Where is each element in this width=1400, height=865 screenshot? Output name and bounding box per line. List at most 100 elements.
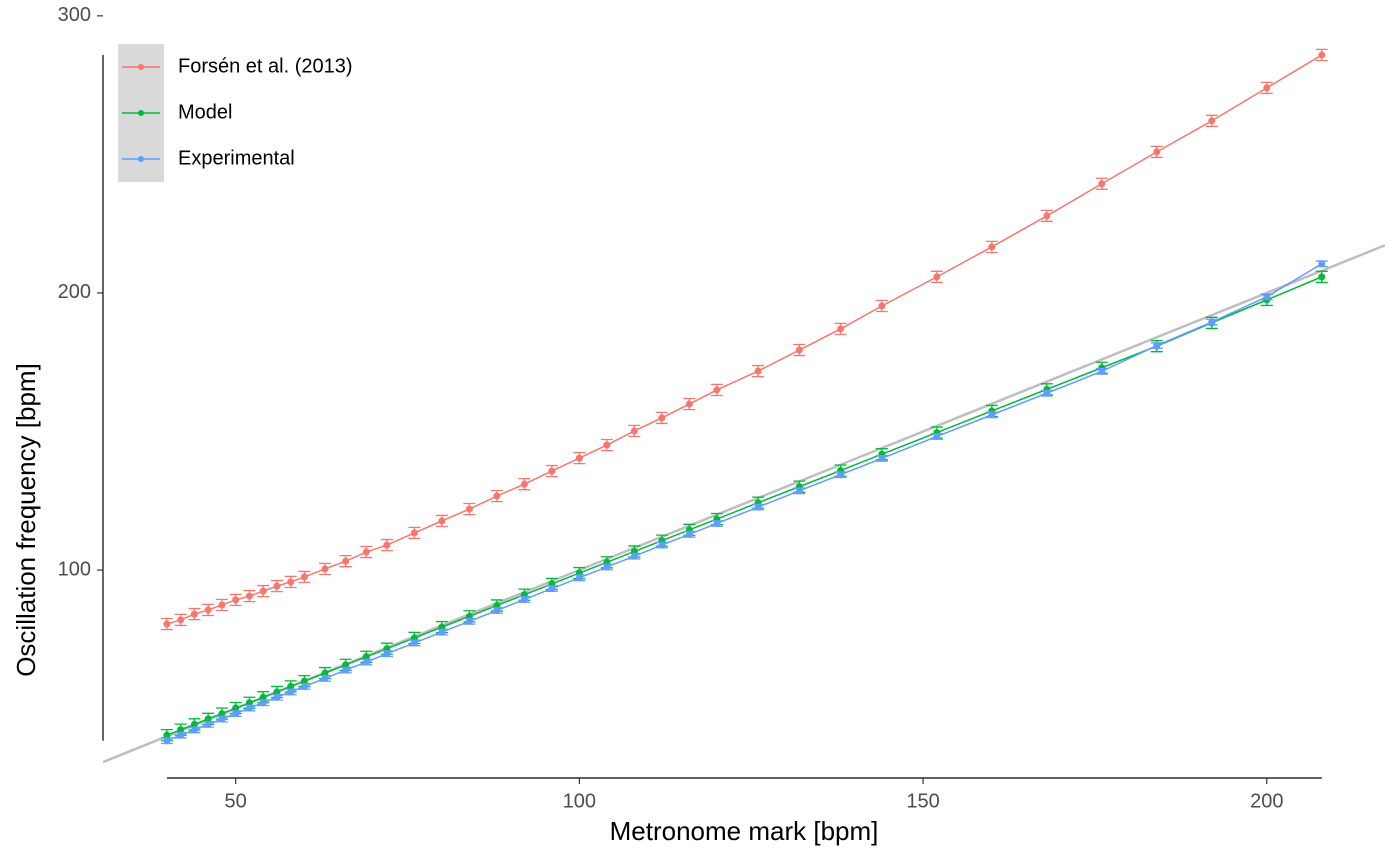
data-point: [520, 595, 528, 603]
data-point: [259, 587, 267, 595]
data-point: [190, 720, 198, 728]
data-point: [1318, 260, 1326, 268]
x-tick-label: 150: [906, 790, 939, 812]
data-point: [300, 682, 308, 690]
data-point: [465, 617, 473, 625]
y-axis-title: Oscillation frequency [bpm]: [11, 363, 41, 677]
data-point: [321, 674, 329, 682]
data-point: [713, 519, 721, 527]
data-point: [232, 596, 240, 604]
data-point: [259, 699, 267, 707]
data-point: [658, 541, 666, 549]
data-point: [1208, 117, 1216, 125]
legend-key-point: [138, 110, 144, 116]
y-tick-label: 200: [58, 281, 91, 303]
data-point: [190, 610, 198, 618]
data-point: [204, 715, 212, 723]
data-point: [410, 639, 418, 647]
data-point: [933, 432, 941, 440]
legend-key-point: [138, 64, 144, 70]
data-point: [933, 273, 941, 281]
data-point: [548, 585, 556, 593]
data-point: [1318, 273, 1326, 281]
data-point: [245, 704, 253, 712]
data-point: [603, 563, 611, 571]
x-tick-label: 50: [225, 790, 247, 812]
data-point: [878, 454, 886, 462]
data-point: [438, 517, 446, 525]
data-point: [575, 454, 583, 462]
data-point: [1098, 367, 1106, 375]
data-point: [878, 302, 886, 310]
data-point: [287, 682, 295, 690]
data-point: [177, 616, 185, 624]
x-tick-label: 200: [1250, 790, 1283, 812]
data-point: [190, 726, 198, 734]
data-point: [1043, 389, 1051, 397]
data-point: [988, 411, 996, 419]
data-point: [383, 650, 391, 658]
data-point: [177, 731, 185, 739]
legend-label: Experimental: [178, 147, 295, 169]
data-point: [795, 487, 803, 495]
data-point: [300, 573, 308, 581]
data-point: [754, 503, 762, 511]
data-point: [1208, 318, 1216, 326]
series: [160, 270, 1328, 742]
data-point: [1263, 84, 1271, 92]
series: [160, 260, 1328, 745]
data-point: [438, 628, 446, 636]
data-point: [548, 467, 556, 475]
data-point: [630, 427, 638, 435]
data-point: [273, 582, 281, 590]
data-point: [204, 720, 212, 728]
data-point: [362, 653, 370, 661]
data-point: [218, 710, 226, 718]
data-point: [177, 726, 185, 734]
data-point: [1153, 342, 1161, 350]
data-point: [1098, 180, 1106, 188]
data-point: [204, 606, 212, 614]
data-point: [685, 400, 693, 408]
data-point: [342, 666, 350, 674]
data-point: [342, 661, 350, 669]
legend-label: Model: [178, 101, 232, 123]
data-point: [795, 346, 803, 354]
data-point: [603, 441, 611, 449]
data-point: [218, 601, 226, 609]
data-point: [232, 710, 240, 718]
data-point: [300, 677, 308, 685]
legend-key-point: [138, 156, 144, 162]
data-point: [685, 530, 693, 538]
data-point: [218, 715, 226, 723]
data-point: [163, 731, 171, 739]
data-point: [321, 565, 329, 573]
data-point: [287, 688, 295, 696]
data-point: [287, 578, 295, 586]
data-point: [837, 325, 845, 333]
x-tick-label: 100: [563, 790, 596, 812]
series: [160, 48, 1328, 631]
data-point: [493, 606, 501, 614]
data-point: [713, 386, 721, 394]
data-point: [1318, 51, 1326, 59]
data-point: [493, 492, 501, 500]
data-point: [273, 693, 281, 701]
data-point: [658, 414, 666, 422]
data-point: [1153, 148, 1161, 156]
data-point: [245, 592, 253, 600]
data-point: [630, 552, 638, 560]
x-axis-title: Metronome mark [bpm]: [610, 816, 879, 846]
data-point: [362, 658, 370, 666]
data-point: [342, 557, 350, 565]
data-point: [245, 699, 253, 707]
data-point: [163, 737, 171, 745]
data-point: [232, 704, 240, 712]
legend-label: Forsén et al. (2013): [178, 55, 353, 77]
series-line: [166, 276, 1323, 736]
data-point: [163, 620, 171, 628]
y-tick-label: 100: [58, 558, 91, 580]
data-point: [259, 693, 267, 701]
data-point: [1043, 212, 1051, 220]
